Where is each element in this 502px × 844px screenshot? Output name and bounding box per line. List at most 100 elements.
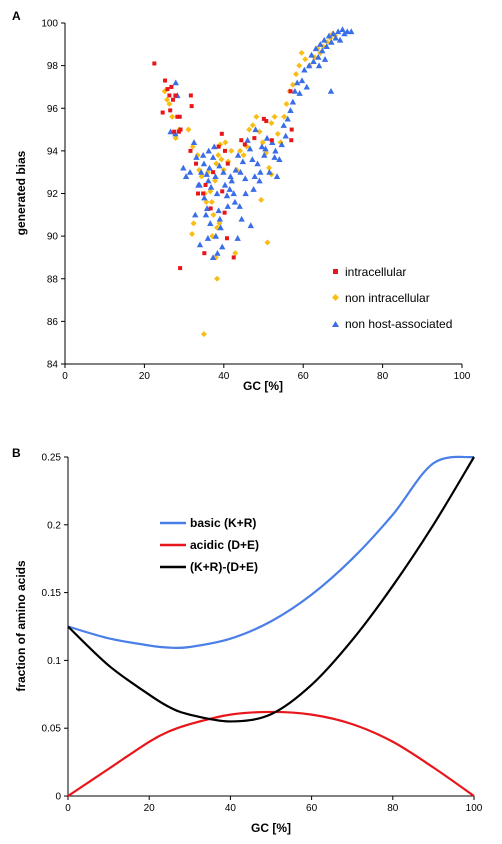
point-non-host-associated — [236, 203, 243, 209]
point-non-host-associated — [180, 164, 187, 171]
point-non-intracellular — [164, 96, 171, 103]
point-non-intracellular — [289, 81, 296, 88]
point-non-host-associated — [280, 122, 287, 128]
point-non-host-associated — [213, 190, 221, 197]
point-non-intracellular — [266, 164, 273, 171]
point-non-host-associated — [172, 79, 179, 86]
point-non-intracellular — [189, 143, 196, 150]
point-non-host-associated — [273, 173, 281, 180]
panel-a-chart: A 0 20 40 60 80 100 84 86 88 90 92 94 96 98 100 GC [%]… — [12, 9, 471, 393]
point-non-host-associated — [234, 235, 241, 241]
panel-b-y-tick-label: 0 — [55, 792, 61, 803]
panel-b-y-axis-title: fraction of amino acids — [14, 560, 28, 692]
panel-a-x-tick-label: 60 — [298, 371, 310, 382]
panel-b-chart: B 0 20 40 60 80 100 0 0.05 0.1 0.15 0.2 0.25 GC [%]… — [12, 446, 483, 835]
point-intracellular — [289, 138, 294, 143]
point-non-host-associated — [232, 166, 239, 173]
point-non-host-associated — [289, 98, 297, 105]
point-intracellular — [288, 89, 293, 94]
point-non-intracellular — [249, 122, 256, 129]
point-non-host-associated — [252, 126, 259, 133]
point-intracellular — [189, 104, 194, 109]
line-difference — [67, 456, 475, 723]
panel-a-y-tick-label: 90 — [47, 232, 59, 243]
point-intracellular — [252, 136, 257, 141]
point-non-host-associated — [196, 181, 203, 188]
panel-b-y-tick-label: 0.15 — [42, 588, 62, 599]
point-non-host-associated — [262, 145, 269, 152]
point-non-host-associated — [315, 53, 322, 60]
point-non-intracellular — [212, 177, 219, 184]
panel-a-x-axis-title: GC [%] — [243, 379, 283, 393]
panel-a-x-tick-label: 40 — [218, 371, 230, 382]
point-intracellular — [194, 161, 199, 166]
legend-non-intracellular-marker — [332, 294, 339, 301]
point-non-host-associated — [250, 186, 257, 192]
point-non-host-associated — [261, 151, 268, 158]
point-non-host-associated — [308, 51, 315, 58]
point-non-host-associated — [201, 194, 208, 201]
point-non-host-associated — [237, 168, 244, 175]
point-non-host-associated — [193, 154, 200, 160]
point-non-intracellular — [256, 128, 263, 135]
panel-b-x-tick-label: 100 — [466, 803, 483, 814]
point-intracellular — [216, 144, 221, 149]
point-non-host-associated — [197, 168, 205, 175]
point-non-intracellular — [259, 139, 266, 146]
panel-a-y-tick-label: 100 — [41, 19, 58, 30]
point-intracellular — [239, 138, 244, 143]
point-intracellular — [261, 116, 266, 121]
legend-non-host-associated-marker — [332, 321, 339, 327]
point-non-host-associated — [216, 162, 223, 169]
point-non-host-associated — [196, 241, 204, 248]
point-intracellular — [178, 266, 183, 271]
point-non-host-associated — [211, 143, 218, 150]
point-non-intracellular — [253, 113, 260, 120]
panel-a-y-tick-label: 96 — [47, 104, 59, 115]
point-non-host-associated — [303, 83, 310, 90]
point-non-host-associated — [200, 160, 208, 167]
panel-b-y-tick-label: 0.25 — [42, 453, 62, 464]
panel-b-y-tick-label: 0.2 — [47, 520, 61, 531]
point-intracellular — [195, 191, 200, 196]
point-non-host-associated — [215, 207, 222, 214]
panel-a-label: A — [12, 9, 21, 23]
point-non-intracellular — [166, 100, 173, 107]
point-non-host-associated — [348, 28, 355, 35]
point-non-host-associated — [226, 186, 233, 192]
point-non-intracellular — [302, 56, 309, 63]
point-non-intracellular — [246, 126, 253, 133]
point-non-host-associated — [327, 88, 335, 94]
point-non-intracellular — [190, 220, 197, 227]
panel-b-x-tick-label: 40 — [225, 803, 237, 814]
legend-non-host-associated-label: non host-associated — [345, 317, 452, 331]
point-intracellular — [169, 84, 174, 89]
point-non-host-associated — [336, 36, 344, 43]
point-non-host-associated — [239, 158, 247, 165]
point-non-host-associated — [212, 173, 219, 180]
point-intracellular — [201, 191, 206, 196]
legend-basic-label: basic (K+R) — [190, 516, 256, 530]
point-non-intracellular — [200, 331, 207, 338]
point-non-intracellular — [240, 152, 247, 159]
point-intracellular — [208, 206, 213, 211]
point-non-intracellular — [237, 147, 244, 154]
point-non-intracellular — [281, 113, 288, 120]
point-non-host-associated — [186, 168, 194, 175]
point-non-intracellular — [214, 275, 221, 282]
point-non-host-associated — [221, 181, 229, 188]
point-non-host-associated — [207, 183, 215, 190]
panel-a-ticks: 0 20 40 60 80 100 84 86 88 90 92 94 96 98 100 — [41, 19, 470, 383]
point-non-host-associated — [190, 139, 198, 145]
point-non-intracellular — [296, 62, 303, 69]
line-acidic — [67, 710, 475, 797]
panel-b-x-axis-title: GC [%] — [251, 821, 291, 835]
point-intracellular — [172, 129, 177, 134]
panel-b-x-tick-label: 60 — [306, 803, 318, 814]
point-intracellular — [269, 138, 274, 143]
point-non-host-associated — [217, 224, 224, 231]
point-non-host-associated — [202, 211, 210, 218]
point-non-host-associated — [276, 156, 283, 162]
point-non-intracellular — [185, 126, 192, 133]
point-non-host-associated — [230, 190, 237, 197]
